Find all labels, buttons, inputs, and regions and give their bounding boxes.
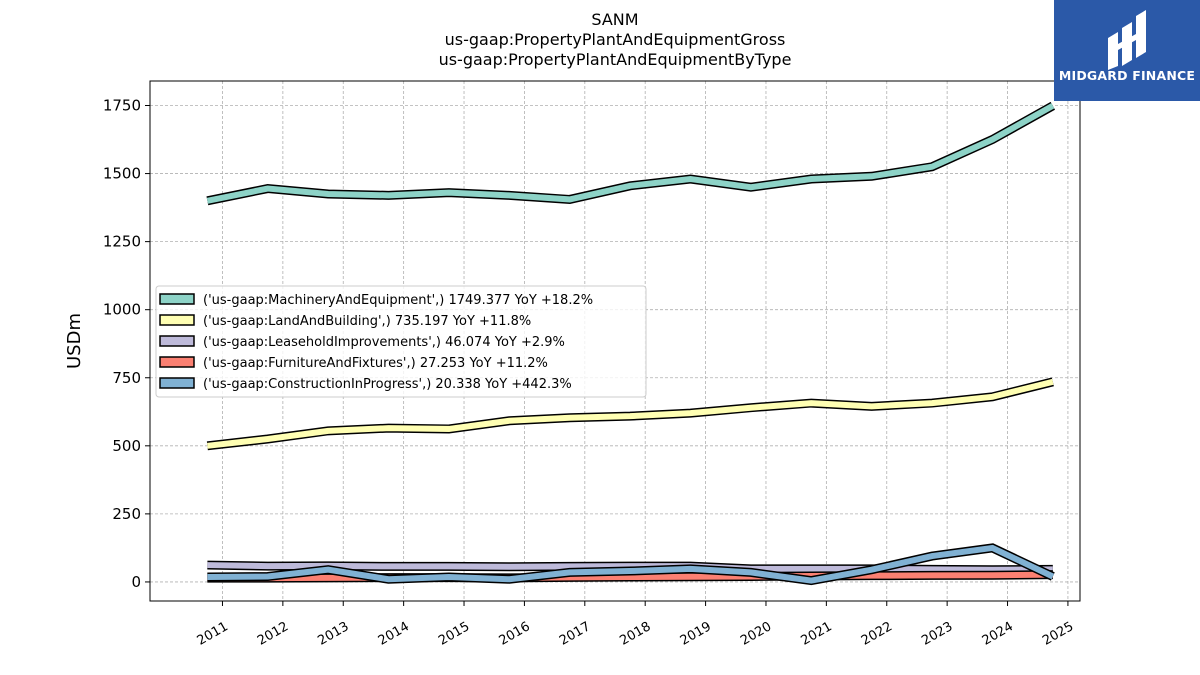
y-tick-label: 1750 — [103, 97, 141, 115]
y-tick-label: 500 — [112, 437, 141, 455]
x-tick-label: 2017 — [557, 619, 593, 649]
legend-swatch — [159, 356, 195, 368]
x-tick-label: 2016 — [497, 619, 533, 649]
midgard-logo-icon — [1108, 10, 1146, 70]
chart-title-line1: SANM — [591, 10, 639, 29]
midgard-finance-logo: MIDGARD FINANCE — [1054, 0, 1200, 101]
legend-entry: ('us-gaap:MachineryAndEquipment',) 1749.… — [203, 293, 593, 308]
x-tick-label: 2021 — [799, 619, 835, 649]
legend-entry: ('us-gaap:ConstructionInProgress',) 20.3… — [203, 377, 572, 392]
legend-swatch — [159, 377, 195, 389]
x-tick-label: 2015 — [436, 619, 472, 649]
legend-entry: ('us-gaap:LeaseholdImprovements',) 46.07… — [203, 335, 565, 350]
y-tick-label: 750 — [112, 369, 141, 387]
legend-box — [155, 285, 647, 398]
y-tick-label: 250 — [112, 505, 141, 523]
logo-text: MIDGARD FINANCE — [1058, 68, 1196, 83]
legend-swatch — [159, 314, 195, 326]
y-tick-label: 1500 — [103, 165, 141, 183]
legend-swatch — [159, 335, 195, 347]
x-tick-label: 2018 — [617, 619, 653, 649]
x-tick-label: 2022 — [859, 619, 895, 649]
x-tick-label: 2023 — [919, 619, 955, 649]
plot-frame — [149, 80, 1081, 602]
x-tick-label: 2024 — [980, 619, 1016, 649]
legend-swatch — [159, 293, 195, 305]
series-line — [207, 544, 1055, 584]
x-tick-label: 2020 — [738, 619, 774, 649]
x-tick-label: 2013 — [315, 619, 351, 649]
chart-title-line3: us-gaap:PropertyPlantAndEquipmentByType — [438, 50, 792, 69]
x-tick-label: 2012 — [255, 619, 291, 649]
y-tick-label: 0 — [131, 573, 141, 591]
y-tick-label: 1000 — [103, 301, 141, 319]
x-tick-label: 2014 — [376, 619, 412, 649]
chart-title: SANM us-gaap:PropertyPlantAndEquipmentGr… — [0, 10, 1200, 70]
series-line — [207, 378, 1054, 449]
y-tick-label: 1250 — [103, 233, 141, 251]
series-line — [207, 571, 1053, 582]
series-line — [207, 562, 1053, 573]
series-lines — [206, 101, 1056, 586]
x-tick-label: 2019 — [678, 619, 714, 649]
legend-entry: ('us-gaap:LandAndBuilding',) 735.197 YoY… — [203, 314, 531, 329]
legend: ('us-gaap:MachineryAndEquipment',) 1749.… — [155, 285, 647, 398]
chart-title-line2: us-gaap:PropertyPlantAndEquipmentGross — [444, 30, 786, 49]
x-tick-label: 2025 — [1040, 619, 1076, 649]
legend-entry: ('us-gaap:FurnitureAndFixtures',) 27.253… — [203, 356, 548, 371]
x-tick-label: 2011 — [195, 619, 231, 649]
y-axis-label: USDm — [64, 313, 85, 369]
series-line — [206, 103, 1055, 204]
